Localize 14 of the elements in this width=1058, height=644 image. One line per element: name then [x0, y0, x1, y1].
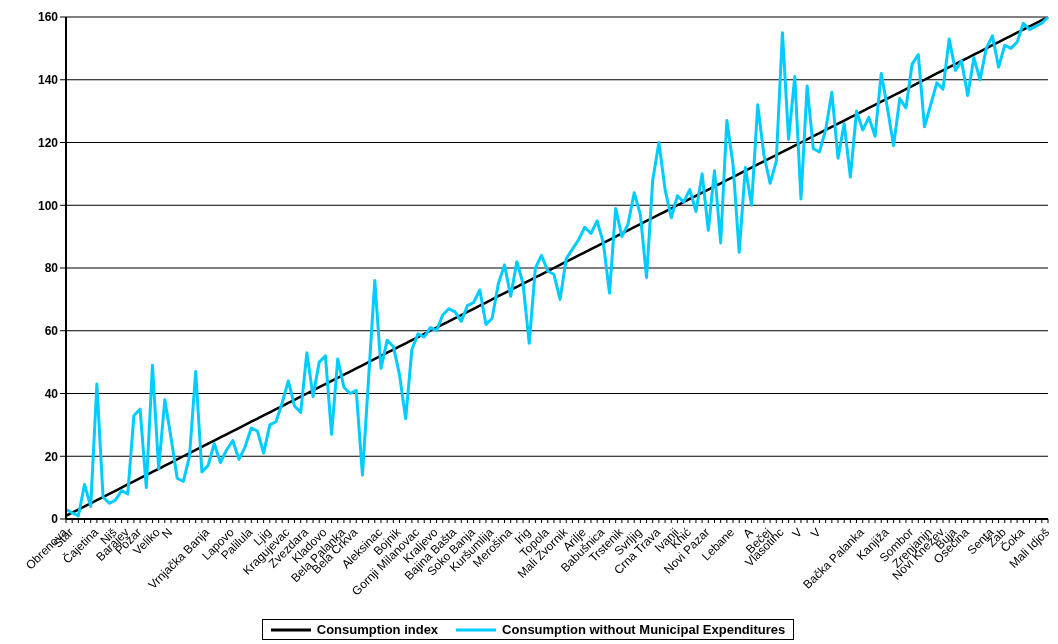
- y-tick-label: 20: [44, 449, 59, 464]
- legend-label: Consumption without Municipal Expenditures: [501, 622, 786, 637]
- y-tick-label: 80: [44, 261, 59, 276]
- y-tick-label: 60: [44, 324, 59, 339]
- y-tick-label: 140: [37, 73, 59, 88]
- x-tick-label: V: [808, 525, 824, 541]
- y-tick-label: 40: [44, 386, 59, 401]
- x-tick-label: N: [159, 525, 176, 542]
- x-tick-label: V: [789, 525, 806, 541]
- y-tick-label: 120: [37, 135, 59, 150]
- y-tick-label: 0: [51, 512, 59, 527]
- y-tick-label: 100: [37, 198, 59, 213]
- legend-label: Consumption index: [315, 622, 439, 637]
- y-tick-label: 160: [37, 10, 59, 25]
